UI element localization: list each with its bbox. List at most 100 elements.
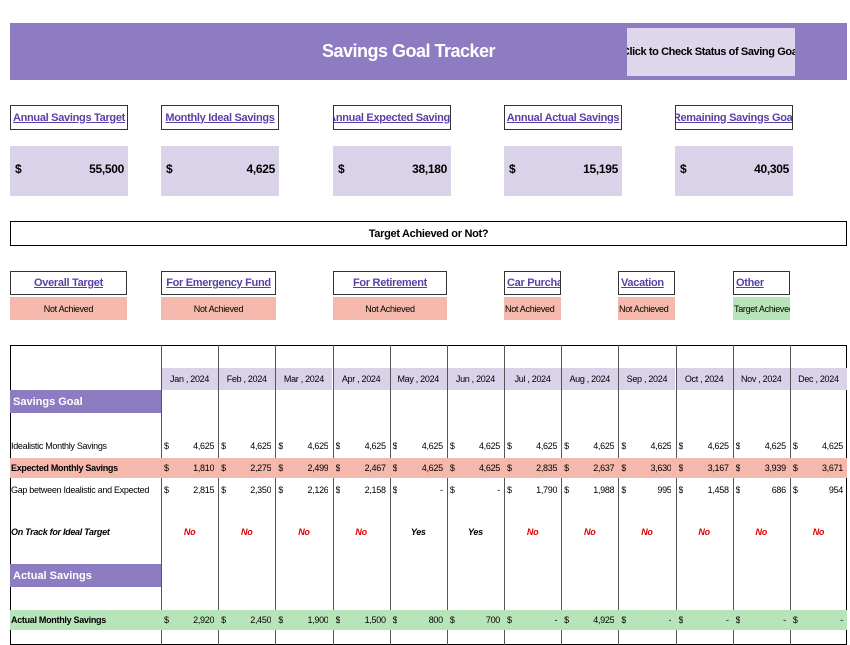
cell-value: 4,625 bbox=[593, 441, 615, 451]
cell-currency: $ bbox=[792, 463, 798, 473]
cell-value: 4,625 bbox=[821, 441, 843, 451]
kpi-box bbox=[333, 146, 451, 196]
column-line bbox=[789, 345, 791, 645]
cell-value: 700 bbox=[485, 615, 500, 625]
row-fill bbox=[10, 458, 847, 478]
cell-value: 2,835 bbox=[536, 463, 558, 473]
cell-currency: $ bbox=[507, 615, 512, 625]
section-title: Savings Goal bbox=[10, 390, 161, 413]
column-line bbox=[732, 345, 734, 645]
indicator-value: No bbox=[241, 527, 253, 537]
indicator-value: No bbox=[355, 527, 367, 537]
kpi-box bbox=[161, 146, 279, 196]
cell-currency: $ bbox=[621, 615, 627, 625]
cell-value: 1,900 bbox=[307, 615, 329, 625]
month-header: Jun , 2024 bbox=[446, 368, 504, 390]
month-header: Oct , 2024 bbox=[675, 368, 733, 390]
cell-value: - bbox=[783, 615, 786, 625]
column-line bbox=[218, 345, 220, 645]
cell-currency: $ bbox=[392, 615, 398, 625]
month-header: Sep , 2024 bbox=[618, 368, 676, 390]
cell-currency: $ bbox=[449, 463, 455, 473]
month-header: Jan , 2024 bbox=[161, 368, 219, 390]
cell-value: 4,625 bbox=[421, 441, 443, 451]
indicator-value: Yes bbox=[468, 527, 483, 537]
cell-value: 2,158 bbox=[364, 485, 386, 495]
cell-currency: $ bbox=[164, 485, 169, 495]
cell-value: 800 bbox=[428, 615, 443, 625]
indicator-value: No bbox=[698, 527, 710, 537]
cell-value: 3,167 bbox=[707, 463, 729, 473]
cell-value: - bbox=[668, 615, 672, 625]
cell-value: 4,625 bbox=[707, 441, 729, 451]
cell-currency: $ bbox=[564, 441, 569, 451]
cell-value: 3,671 bbox=[821, 463, 843, 473]
cell-currency: $ bbox=[678, 615, 684, 625]
kpi-label: Annual Actual Savings bbox=[504, 105, 622, 130]
kpi-value: 55,500 bbox=[89, 162, 124, 176]
cell-value: 4,625 bbox=[421, 463, 443, 473]
cell-currency: $ bbox=[164, 463, 169, 473]
title: Savings Goal Tracker bbox=[321, 41, 496, 61]
status-title: Target Achieved or Not? bbox=[10, 221, 847, 246]
cell-currency: $ bbox=[392, 485, 398, 495]
cell-currency: $ bbox=[335, 485, 341, 495]
cell-value: - bbox=[554, 615, 558, 625]
indicator-value: No bbox=[526, 527, 539, 537]
cell-currency: $ bbox=[164, 441, 169, 451]
cell-value: 1,458 bbox=[707, 485, 729, 495]
month-header: Aug , 2024 bbox=[561, 368, 619, 390]
cell-value: 2,350 bbox=[250, 485, 272, 495]
cell-currency: $ bbox=[278, 615, 284, 625]
cell-currency: $ bbox=[621, 463, 627, 473]
cell-value: 954 bbox=[828, 485, 843, 495]
kpi-currency: $ bbox=[509, 162, 516, 176]
column-line bbox=[275, 345, 277, 645]
kpi-label: Monthly Ideal Savings bbox=[161, 105, 279, 130]
cell-value: 4,625 bbox=[193, 441, 215, 451]
section-title: Actual Savings bbox=[10, 564, 161, 587]
cell-value: 4,625 bbox=[536, 441, 558, 451]
indicator-value: No bbox=[755, 527, 768, 537]
cell-currency: $ bbox=[792, 441, 798, 451]
cell-value: 2,450 bbox=[250, 615, 272, 625]
cell-value: - bbox=[840, 615, 843, 625]
status-value: Not Achieved bbox=[504, 297, 561, 320]
status-value: Not Achieved bbox=[10, 297, 127, 320]
cell-value: 1,500 bbox=[364, 615, 386, 625]
cell-value: - bbox=[497, 485, 500, 495]
cell-currency: $ bbox=[678, 441, 684, 451]
cell-value: 4,625 bbox=[364, 441, 386, 451]
month-header: Apr , 2024 bbox=[332, 368, 390, 390]
column-line bbox=[504, 345, 505, 645]
cell-currency: $ bbox=[564, 485, 569, 495]
cell-currency: $ bbox=[564, 615, 569, 625]
cell-currency: $ bbox=[449, 441, 455, 451]
kpi-box bbox=[10, 146, 128, 196]
cell-currency: $ bbox=[392, 463, 398, 473]
month-header: May , 2024 bbox=[389, 368, 447, 390]
kpi-box bbox=[504, 146, 622, 196]
column-line bbox=[618, 345, 620, 645]
cell-value: 3,630 bbox=[650, 463, 672, 473]
kpi-value: 4,625 bbox=[246, 162, 275, 176]
cell-currency: $ bbox=[507, 485, 512, 495]
cell-value: 3,939 bbox=[764, 463, 786, 473]
month-header: Nov , 2024 bbox=[732, 368, 790, 390]
cell-currency: $ bbox=[392, 441, 398, 451]
cell-currency: $ bbox=[221, 615, 226, 625]
status-value: Target Achieved bbox=[733, 297, 790, 320]
month-header: Dec , 2024 bbox=[789, 368, 847, 390]
cell-currency: $ bbox=[735, 485, 741, 495]
cell-currency: $ bbox=[735, 615, 741, 625]
cell-value: 1,810 bbox=[193, 463, 215, 473]
cell-currency: $ bbox=[792, 485, 798, 495]
check-button[interactable]: Click to Check Status of Saving Goal bbox=[627, 28, 795, 76]
cell-currency: $ bbox=[335, 615, 341, 625]
kpi-currency: $ bbox=[338, 162, 345, 176]
cell-currency: $ bbox=[621, 485, 627, 495]
column-line bbox=[446, 345, 448, 645]
cell-currency: $ bbox=[735, 441, 741, 451]
cell-currency: $ bbox=[164, 615, 169, 625]
